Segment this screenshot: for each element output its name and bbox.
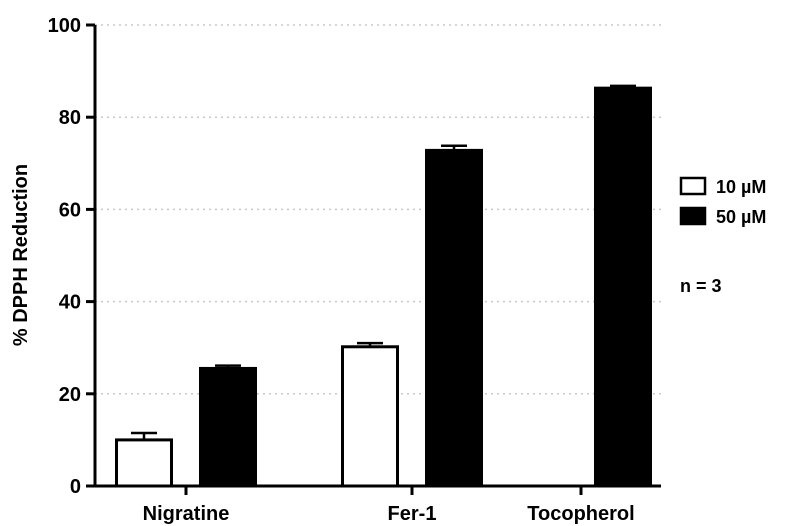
legend-label: 50 µM [716, 207, 766, 227]
x-tick-label: Fer-1 [388, 503, 437, 525]
grid-lines [95, 24, 661, 395]
y-tick-label: 80 [59, 107, 81, 129]
legend-swatch [679, 176, 707, 196]
bar [341, 345, 399, 488]
legend-swatch [679, 206, 707, 226]
bar [425, 148, 483, 488]
y-tick-label: 40 [59, 292, 81, 314]
legend: 10 µM 50 µM [679, 176, 766, 227]
bars-group [115, 86, 652, 488]
legend-label: 10 µM [716, 177, 766, 197]
bar [199, 366, 257, 488]
y-tick-label: 100 [48, 15, 81, 37]
x-tick-label: Tocopherol [527, 503, 634, 525]
x-tick-label: Nigratine [143, 503, 230, 525]
x-ticks-group: Nigratine Fer-1 Tocopherol [143, 486, 635, 525]
annotation-n: n = 3 [680, 276, 722, 296]
y-tick-label: 60 [59, 199, 81, 221]
bar [115, 438, 173, 488]
y-tick-label: 0 [70, 476, 81, 498]
y-ticks-group: 0 20 40 60 80 100 [48, 15, 95, 498]
y-axis-title: % DPPH Reduction [10, 164, 32, 346]
axes-group [93, 25, 661, 488]
y-tick-label: 20 [59, 384, 81, 406]
error-bars-group [131, 84, 636, 440]
bar [594, 86, 652, 488]
